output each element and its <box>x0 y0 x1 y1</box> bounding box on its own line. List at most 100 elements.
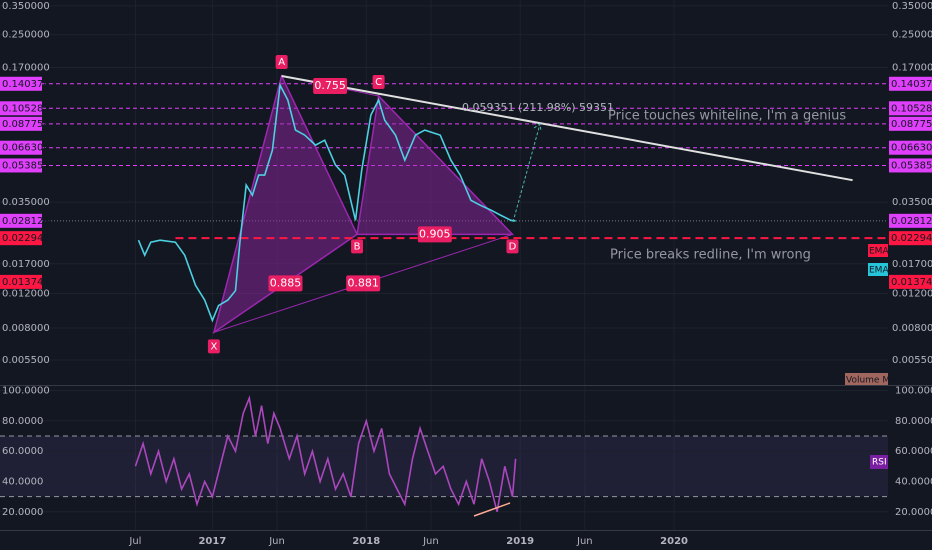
rsi-tick-label: 80.0000 <box>2 416 43 427</box>
level-label: 0.140374 <box>2 79 50 90</box>
rsi-tick-label: 60.0000 <box>2 446 43 457</box>
level-label: 0.140374 <box>891 79 932 90</box>
ratio-box <box>268 275 303 292</box>
price-line <box>137 82 516 323</box>
red-level-label: 0.013743 <box>891 277 932 288</box>
rsi-tick-label: 80.0000 <box>895 416 932 427</box>
x-tick-label: Jun <box>422 536 439 547</box>
y-tick-label: 0.250000 <box>2 30 50 41</box>
red-level-box <box>889 274 932 289</box>
red-level-label: 0.022949 <box>891 233 932 244</box>
rsi-tick-label: 40.0000 <box>2 476 43 487</box>
level-label-box <box>889 213 932 228</box>
ratio-label: 0.881 <box>347 276 379 289</box>
indicator-label: Volume MA <box>846 376 897 386</box>
pattern-point-box <box>207 339 220 354</box>
projection-label: 0.059351 (211.98%) 59351 <box>462 101 614 114</box>
y-tick-label: 0.035000 <box>2 197 50 208</box>
rsi-tick-label: 100.0000 <box>895 386 932 397</box>
ratio-box <box>313 77 348 94</box>
pattern-point-label: A <box>278 57 285 68</box>
level-label-box <box>889 140 932 155</box>
y-tick-label: 0.350000 <box>2 1 50 12</box>
level-label-box <box>0 101 42 116</box>
level-label: 0.066304 <box>891 143 932 154</box>
pattern-point-box <box>351 239 364 254</box>
level-label-box <box>0 116 42 131</box>
indicator-box <box>868 263 888 276</box>
red-level-box <box>0 231 42 246</box>
y-tick-label: 0.017000 <box>892 259 932 270</box>
level-label: 0.028128 <box>2 216 50 227</box>
x-tick-label: Jul <box>128 536 141 547</box>
y-tick-label: 0.170000 <box>892 62 932 73</box>
level-label: 0.105287 <box>2 103 50 114</box>
y-tick-label: 0.250000 <box>892 30 932 41</box>
divergence-line <box>473 502 511 517</box>
y-tick-label: 0.170000 <box>2 62 50 73</box>
indicator-box <box>845 373 888 386</box>
trendline <box>281 75 853 182</box>
level-label: 0.053851 <box>2 160 50 171</box>
pattern-point-box <box>372 75 385 90</box>
y-tick-label: 0.035000 <box>892 197 932 208</box>
level-label: 0.087758 <box>891 119 932 130</box>
rsi-tick-label: 40.0000 <box>895 476 932 487</box>
pattern-point-label: X <box>210 341 217 352</box>
pattern-point-box <box>506 239 519 254</box>
level-label: 0.105287 <box>891 103 932 114</box>
indicator-label: EMA <box>869 247 889 257</box>
price-pane: X A B C D 0.885 0.755 0.881 0.905 0.059351 (211.9… <box>0 0 888 385</box>
annotation: Price touches whiteline, I'm a genius <box>608 109 846 124</box>
level-label: 0.028128 <box>891 216 932 227</box>
indicator-label: EMA <box>869 266 889 276</box>
x-tick-label: 2019 <box>506 536 534 547</box>
x-tick-label: 2018 <box>352 536 380 547</box>
indicator-box <box>868 244 888 257</box>
level-label: 0.087758 <box>2 119 50 130</box>
rsi-tick-label: 20.0000 <box>895 507 932 518</box>
red-level-box <box>889 231 932 246</box>
level-label-box <box>0 140 42 155</box>
level-label-box <box>0 213 42 228</box>
rsi-tick-label: 60.0000 <box>895 446 932 457</box>
pattern-point-label: C <box>375 77 382 88</box>
ratio-label: 0.905 <box>419 227 451 240</box>
level-label-box <box>889 76 932 91</box>
rsi-tick-label: 20.0000 <box>2 507 43 518</box>
y-tick-label: 0.008000 <box>892 323 932 334</box>
y-tick-label: 0.012000 <box>2 288 50 299</box>
level-label-box <box>889 101 932 116</box>
ratio-label: 0.885 <box>270 276 302 289</box>
level-label-box <box>889 158 932 173</box>
red-level-box <box>0 274 42 289</box>
level-label-box <box>0 76 42 91</box>
level-label: 0.066304 <box>2 143 50 154</box>
level-label-box <box>0 158 42 173</box>
rsi-tick-label: 100.0000 <box>2 386 50 397</box>
price-line <box>134 395 517 512</box>
x-tick-label: Jun <box>576 536 593 547</box>
x-tick-label: 2020 <box>660 536 688 547</box>
annotation: Price breaks redline, I'm wrong <box>610 248 811 263</box>
rsi-label: RSI <box>872 458 887 468</box>
red-level-label: 0.013743 <box>2 277 50 288</box>
rsi-pane <box>0 386 888 530</box>
red-level-label: 0.022949 <box>2 233 50 244</box>
ratio-box <box>417 226 452 243</box>
level-label: 0.053851 <box>891 160 932 171</box>
x-tick-label: 2017 <box>198 536 226 547</box>
y-tick-label: 0.012000 <box>892 288 932 299</box>
projection-arrow <box>512 123 542 223</box>
pattern-point-label: B <box>354 241 361 252</box>
rsi-label-box <box>870 455 888 469</box>
x-tick-label: Jun <box>268 536 285 547</box>
y-tick-label: 0.005500 <box>892 355 932 366</box>
pattern-point-box <box>275 54 288 69</box>
level-label-box <box>889 116 932 131</box>
pattern-point-label: D <box>509 241 517 252</box>
y-tick-label: 0.008000 <box>2 323 50 334</box>
y-tick-label: 0.017000 <box>2 259 50 270</box>
